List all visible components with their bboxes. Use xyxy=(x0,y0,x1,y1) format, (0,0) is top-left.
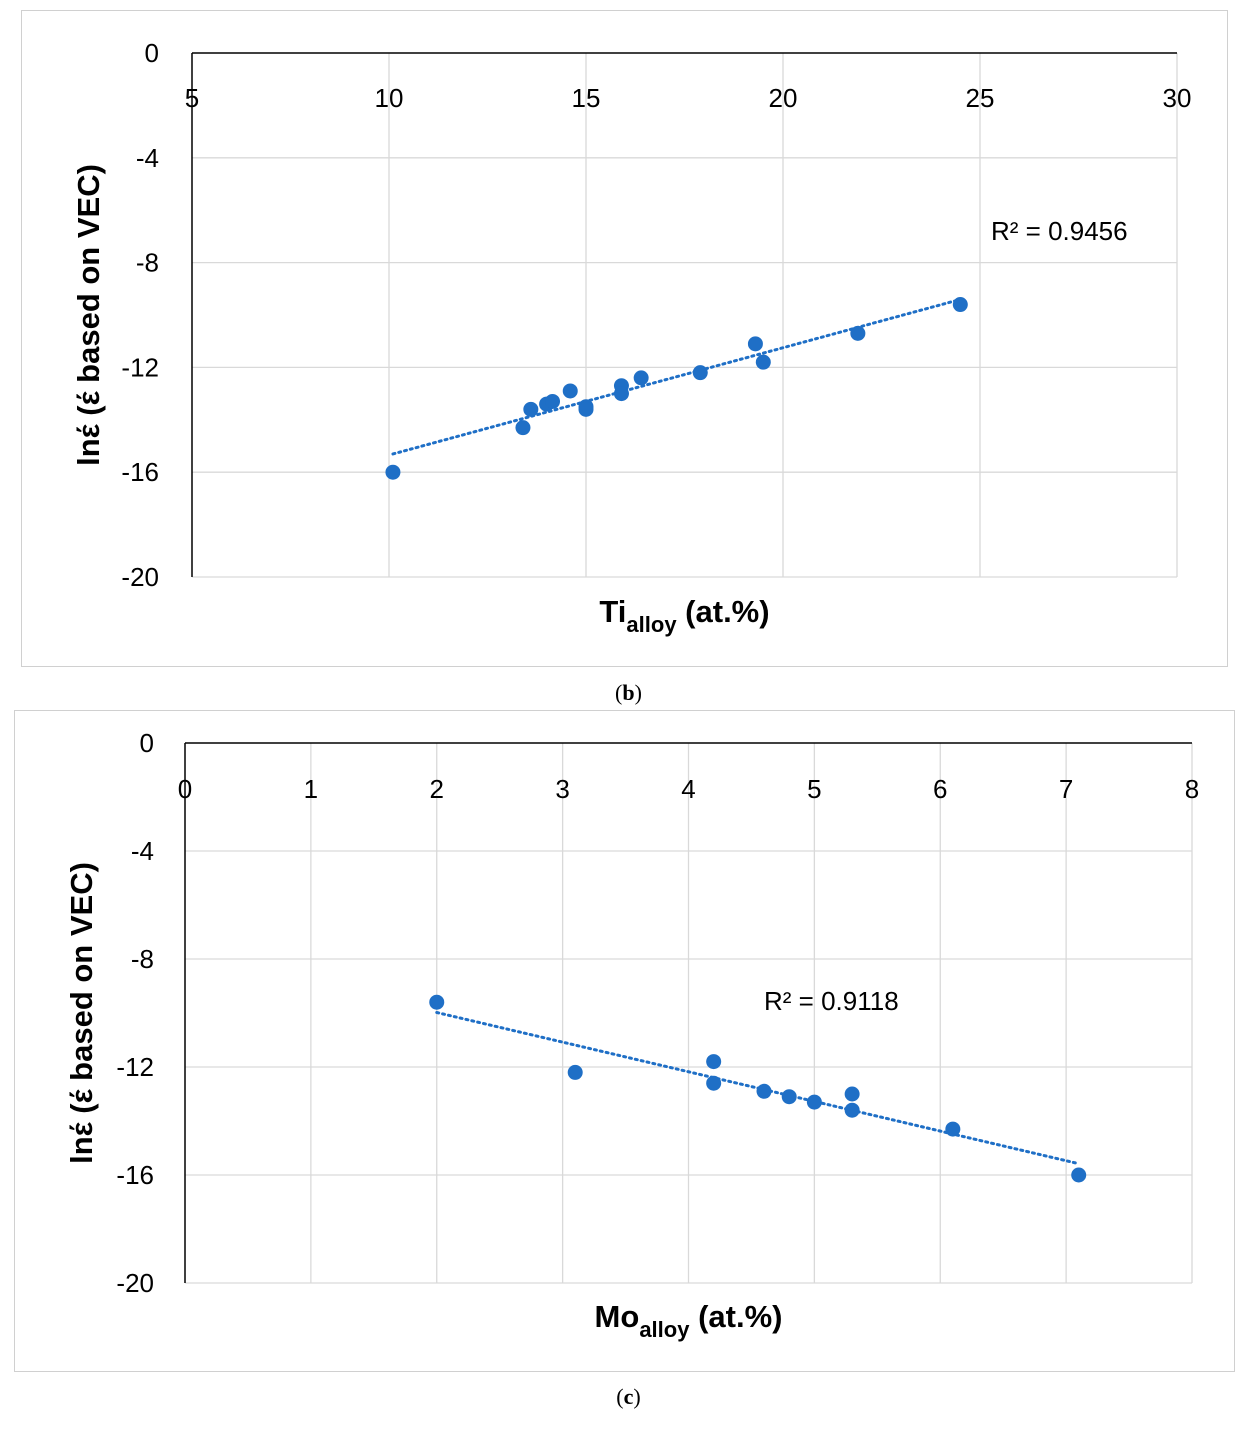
data-point xyxy=(945,1121,961,1137)
y-tick-label: 0 xyxy=(140,728,154,758)
chart-c-svg: 0 1 2 3 4 5 6 7 8 0 -4 -8 -12 -16 -20 lnέ (έ based on V… xyxy=(14,710,1235,1372)
y-axis-label: lnέ (έ based on VEC) xyxy=(64,862,99,1164)
y-tick-label: -8 xyxy=(136,248,159,278)
x-tick-label: 7 xyxy=(1059,774,1073,804)
r-squared-label: R² = 0.9118 xyxy=(764,986,899,1016)
data-point xyxy=(747,336,763,352)
chart-panel-b: 5 10 15 20 25 30 0 -4 -8 -12 -16 -20 lnέ (έ based on… xyxy=(21,10,1228,667)
x-tick-label: 5 xyxy=(807,774,821,804)
x-tick-label: 4 xyxy=(681,774,695,804)
caption-c-prefix: ( xyxy=(616,1384,624,1409)
data-point xyxy=(844,1102,860,1118)
chart-border xyxy=(14,710,1235,1372)
x-tick-label: 15 xyxy=(572,83,601,113)
x-tick-label: 8 xyxy=(1185,774,1199,804)
x-tick-label: 5 xyxy=(185,83,199,113)
data-point xyxy=(756,1083,772,1099)
x-tick-label: 30 xyxy=(1163,83,1192,113)
y-tick-label: -20 xyxy=(121,562,159,592)
caption-c-letter: c xyxy=(623,1384,634,1409)
data-point xyxy=(781,1089,797,1105)
data-point xyxy=(523,401,539,417)
caption-b-suffix: ) xyxy=(634,680,642,705)
data-point xyxy=(633,370,649,386)
x-tick-label: 6 xyxy=(933,774,947,804)
data-point xyxy=(1071,1167,1087,1183)
data-point xyxy=(706,1075,722,1091)
caption-b-prefix: ( xyxy=(615,680,623,705)
y-tick-label: -16 xyxy=(121,457,159,487)
r-squared-label: R² = 0.9456 xyxy=(991,216,1128,246)
x-tick-label: 1 xyxy=(304,774,318,804)
y-axis-label: lnέ (έ based on VEC) xyxy=(71,164,106,466)
y-tick-label: -16 xyxy=(116,1160,154,1190)
data-point xyxy=(385,464,401,480)
x-axis-label-sub: alloy xyxy=(639,1317,690,1342)
chart-panel-c: 0 1 2 3 4 5 6 7 8 0 -4 -8 -12 -16 -20 lnέ (έ based on V… xyxy=(14,710,1235,1372)
data-point xyxy=(850,325,866,341)
chart-border xyxy=(21,10,1228,667)
caption-c-suffix: ) xyxy=(633,1384,641,1409)
caption-c: (c) xyxy=(0,1384,1257,1410)
data-point xyxy=(844,1086,860,1102)
x-axis-label-unit: (at.%) xyxy=(689,1299,782,1334)
x-tick-label: 2 xyxy=(430,774,444,804)
y-tick-label: -12 xyxy=(116,1052,154,1082)
data-point xyxy=(613,386,629,402)
x-tick-label: 20 xyxy=(769,83,798,113)
data-point xyxy=(692,365,708,381)
y-tick-label: -8 xyxy=(131,944,154,974)
data-point xyxy=(755,354,771,370)
x-axis-label-main: Mo xyxy=(595,1299,640,1334)
caption-b: (b) xyxy=(0,680,1257,706)
y-tick-label: -4 xyxy=(136,143,159,173)
x-tick-label: 10 xyxy=(375,83,404,113)
y-tick-label: 0 xyxy=(145,38,159,68)
trendline xyxy=(391,297,962,456)
data-point xyxy=(515,420,531,436)
gridlines xyxy=(192,53,1178,578)
data-point xyxy=(567,1064,583,1080)
y-tick-label: -20 xyxy=(116,1268,154,1298)
data-point xyxy=(806,1094,822,1110)
x-axis-label: Moalloy (at.%) xyxy=(595,1299,783,1342)
data-point xyxy=(429,994,445,1010)
data-point xyxy=(562,383,578,399)
x-axis-label: Tialloy (at.%) xyxy=(599,594,769,637)
x-axis-label-main: Ti xyxy=(599,594,626,629)
x-tick-label: 25 xyxy=(966,83,995,113)
data-point xyxy=(545,393,561,409)
chart-b-svg: 5 10 15 20 25 30 0 -4 -8 -12 -16 -20 lnέ (έ based on… xyxy=(21,10,1228,667)
y-tick-label: -12 xyxy=(121,352,159,382)
x-tick-label: 0 xyxy=(178,774,192,804)
data-point xyxy=(952,297,968,313)
x-tick-label: 3 xyxy=(555,774,569,804)
caption-b-letter: b xyxy=(622,680,635,705)
data-point xyxy=(578,401,594,417)
x-axis-label-sub: alloy xyxy=(626,612,677,637)
y-tick-label: -4 xyxy=(131,836,154,866)
x-axis-label-unit: (at.%) xyxy=(677,594,770,629)
data-point xyxy=(706,1054,722,1070)
